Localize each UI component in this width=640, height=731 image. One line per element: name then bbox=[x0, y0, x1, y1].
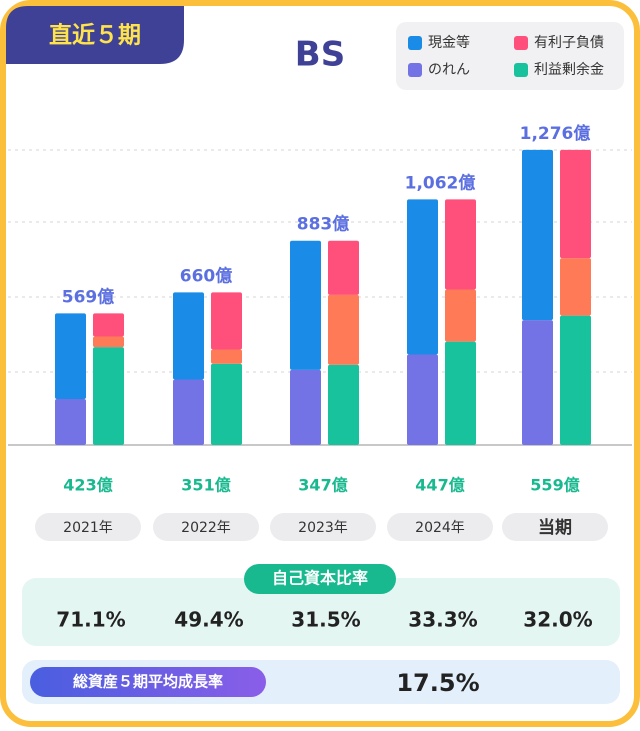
bar-segment bbox=[93, 313, 124, 337]
retained-label: 423億 bbox=[63, 476, 112, 495]
bar-segment bbox=[560, 149, 591, 259]
category-pill bbox=[35, 513, 141, 541]
growth-pill bbox=[30, 667, 266, 697]
bar-segment bbox=[173, 379, 204, 445]
bar-segment bbox=[445, 341, 476, 445]
retained-label: 347億 bbox=[298, 476, 347, 495]
bar-segment bbox=[211, 292, 242, 350]
equity-value: 33.3% bbox=[408, 608, 477, 632]
bar-segment bbox=[173, 292, 204, 380]
bar-segment bbox=[445, 289, 476, 342]
growth-value: 17.5% bbox=[396, 669, 479, 697]
legend-swatch bbox=[408, 36, 422, 50]
growth-title: 総資産５期平均成長率 bbox=[73, 673, 223, 691]
x-tick-label: 2023年 bbox=[298, 520, 348, 536]
category-pill bbox=[387, 513, 493, 541]
x-tick-label: 当期 bbox=[538, 517, 572, 538]
legend-label: のれん bbox=[428, 62, 470, 78]
bar-segment bbox=[445, 199, 476, 290]
category-pill bbox=[270, 513, 376, 541]
category-pill bbox=[502, 513, 608, 541]
category-pill bbox=[153, 513, 259, 541]
bar-segment bbox=[328, 364, 359, 445]
bar-segment bbox=[290, 240, 321, 370]
bar-segment bbox=[290, 369, 321, 445]
total-label: 1,062億 bbox=[405, 172, 476, 193]
equity-value: 32.0% bbox=[523, 608, 592, 632]
total-label: 569億 bbox=[62, 286, 115, 307]
bar-segment bbox=[93, 347, 124, 445]
retained-label: 447億 bbox=[415, 476, 464, 495]
bar-segment bbox=[328, 240, 359, 295]
bar-segment bbox=[407, 199, 438, 355]
retained-label: 559億 bbox=[530, 476, 579, 495]
badge bbox=[6, 6, 184, 64]
bar-segment bbox=[560, 258, 591, 316]
bar-segment bbox=[522, 149, 553, 321]
retained-label: 351億 bbox=[181, 476, 230, 495]
legend-swatch bbox=[514, 36, 528, 50]
x-tick-label: 2024年 bbox=[415, 520, 465, 536]
bar-segment bbox=[211, 349, 242, 364]
bar-segment bbox=[55, 313, 86, 399]
total-label: 883億 bbox=[297, 214, 350, 235]
bar-segment bbox=[560, 315, 591, 445]
bar-segment bbox=[407, 354, 438, 445]
bar-segment bbox=[211, 363, 242, 445]
equity-pill bbox=[244, 564, 396, 594]
legend-label: 有利子負債 bbox=[534, 35, 604, 51]
equity-value: 31.5% bbox=[291, 608, 360, 632]
bar-segment bbox=[522, 320, 553, 445]
legend-swatch bbox=[514, 63, 528, 77]
chart-title: BS bbox=[295, 35, 345, 75]
equity-title: 自己資本比率 bbox=[272, 569, 368, 588]
badge-text: 直近５期 bbox=[49, 22, 141, 49]
legend-label: 利益剰余金 bbox=[534, 61, 604, 78]
x-tick-label: 2021年 bbox=[63, 520, 113, 536]
equity-panel bbox=[22, 578, 620, 646]
total-label: 1,276億 bbox=[520, 123, 591, 144]
legend-swatch bbox=[408, 63, 422, 77]
legend-label: 現金等 bbox=[428, 34, 470, 51]
bar-segment bbox=[93, 336, 124, 348]
legend bbox=[396, 22, 624, 90]
total-label: 660億 bbox=[180, 265, 233, 286]
x-tick-label: 2022年 bbox=[181, 520, 231, 536]
bar-segment bbox=[55, 398, 86, 445]
equity-value: 49.4% bbox=[174, 608, 243, 632]
equity-value: 71.1% bbox=[56, 608, 125, 632]
bar-segment bbox=[328, 294, 359, 365]
